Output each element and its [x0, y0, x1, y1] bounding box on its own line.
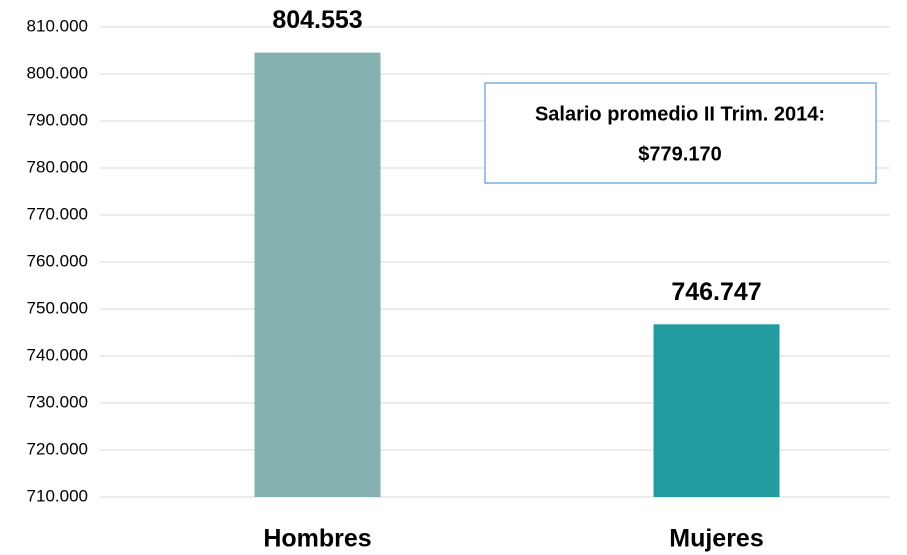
y-tick-label: 760.000	[27, 251, 88, 270]
bar	[254, 52, 381, 498]
y-tick-label: 770.000	[27, 204, 88, 223]
y-tick-label: 780.000	[27, 157, 88, 176]
bar	[653, 324, 780, 497]
annotation: $779.170	[638, 143, 721, 165]
x-tick-label: Hombres	[263, 525, 371, 553]
y-tick-label: 740.000	[27, 345, 88, 364]
y-tick-label: 750.000	[27, 298, 88, 317]
y-tick-label: 800.000	[27, 63, 88, 82]
y-tick-label: 720.000	[27, 439, 88, 458]
annotation: Salario promedio II Trim. 2014:	[535, 103, 825, 125]
value-label: 804.553	[272, 6, 362, 34]
y-tick-label: 790.000	[27, 110, 88, 129]
y-tick-label: 730.000	[27, 392, 88, 411]
annotation-box	[484, 82, 877, 184]
y-tick-label: 710.000	[27, 486, 88, 505]
x-tick-label: Mujeres	[669, 525, 763, 553]
value-label: 746.747	[671, 278, 761, 306]
y-tick-label: 810.000	[27, 16, 88, 35]
